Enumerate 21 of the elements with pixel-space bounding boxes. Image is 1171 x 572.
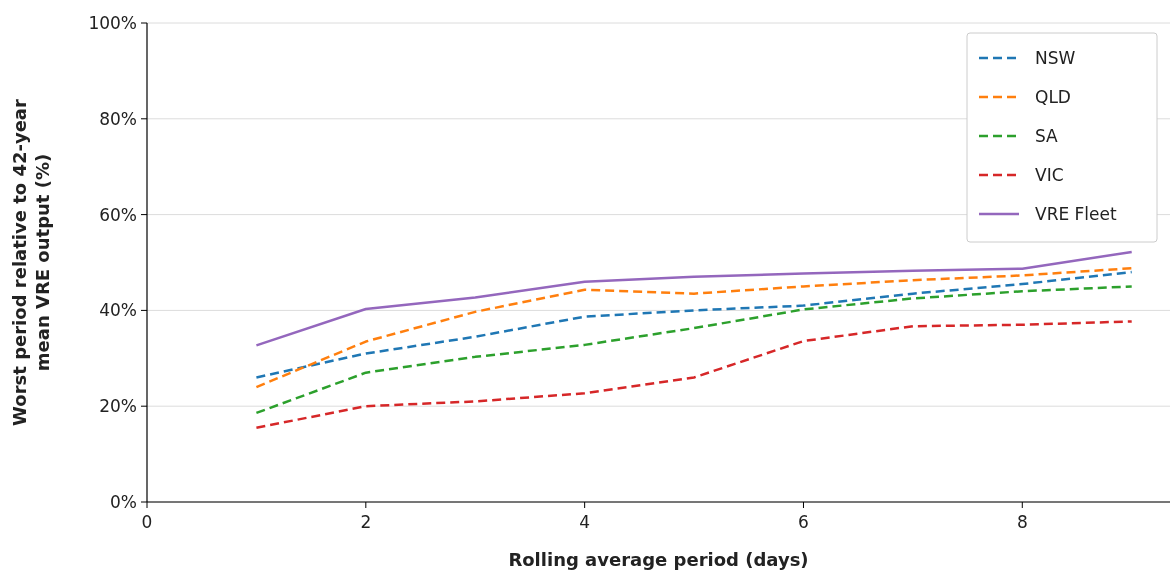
y-tick-label: 40% [99, 300, 137, 321]
x-axis-title: Rolling average period (days) [508, 549, 809, 570]
x-tick-label: 4 [579, 512, 591, 532]
x-tick-label: 2 [360, 512, 372, 532]
legend-label: NSW [1035, 47, 1076, 68]
y-axis-title: Worst period relative to 42-year mean VRE output (%) [9, 98, 53, 426]
y-tick-label: 100% [88, 12, 137, 33]
legend-label: VRE Fleet [1035, 203, 1118, 224]
legend-label: SA [1035, 125, 1059, 146]
legend-label: VIC [1035, 164, 1064, 185]
y-tick-label: 80% [99, 108, 137, 129]
y-tick-label: 20% [99, 396, 137, 417]
y-tick-label: 60% [99, 204, 137, 225]
x-tick-label: 8 [1016, 512, 1028, 532]
y-tick-label: 0% [110, 491, 137, 512]
legend-label: QLD [1035, 86, 1071, 107]
x-tick-label: 6 [798, 512, 809, 532]
line-series [255, 250, 1133, 347]
line-series [255, 320, 1133, 430]
x-tick-label: 0 [141, 512, 153, 532]
line-series [255, 285, 1133, 415]
